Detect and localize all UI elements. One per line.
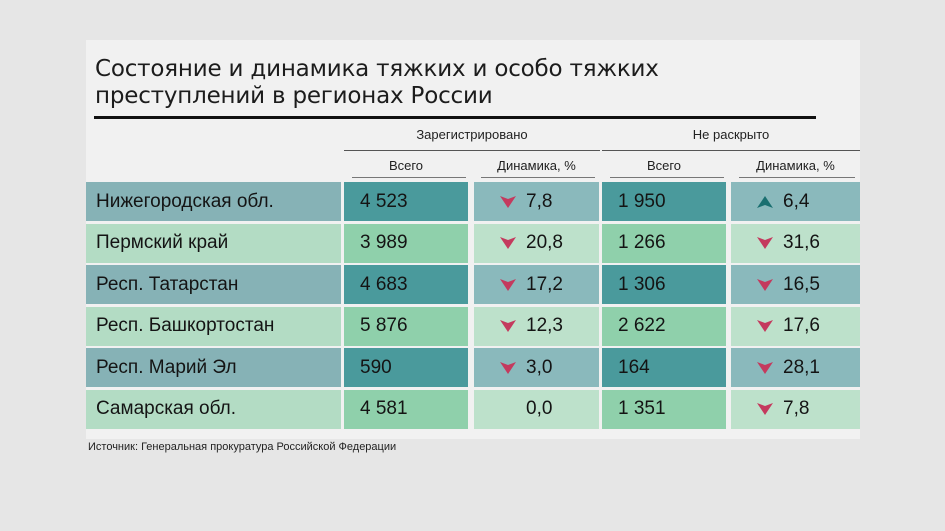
trend-down-icon <box>757 361 773 374</box>
registered-total-value: 590 <box>360 356 392 378</box>
unsolved-total-value: 1 950 <box>618 190 666 212</box>
unsolved-dynamics-value: 31,6 <box>783 232 820 253</box>
unsolved-dynamics-value: 16,5 <box>783 273 820 295</box>
unsolved-dynamics: 7,8 <box>731 389 860 429</box>
unsolved-total: 2 622 <box>602 306 726 346</box>
registered-dynamics-value: 12,3 <box>526 315 563 336</box>
registered-dynamics-value: 0,0 <box>526 398 553 419</box>
subheader-unsolved-total: Всего <box>646 158 682 173</box>
registered-total: 4 523 <box>344 182 468 221</box>
group-header-unsolved: Не раскрыто <box>692 127 770 142</box>
region-name: Респ. Татарстан <box>86 265 341 304</box>
registered-total-value: 4 683 <box>360 273 408 295</box>
subheader-underline <box>739 177 855 178</box>
subheader-underline <box>352 177 466 178</box>
unsolved-dynamics-value: 17,6 <box>783 315 820 336</box>
registered-dynamics-value: 20,8 <box>526 232 563 253</box>
unsolved-total: 1 351 <box>602 389 726 429</box>
group-divider-registered <box>344 150 600 151</box>
registered-total: 4 683 <box>344 265 468 304</box>
trend-down-icon <box>500 278 516 291</box>
subheader-registered-dynamics: Динамика, % <box>497 158 576 173</box>
registered-total-value: 3 989 <box>360 232 408 253</box>
unsolved-dynamics-value: 28,1 <box>783 356 820 378</box>
region-name-value: Респ. Татарстан <box>96 273 239 295</box>
unsolved-total: 164 <box>602 348 726 387</box>
unsolved-dynamics-value: 7,8 <box>783 398 810 419</box>
registered-total: 4 581 <box>344 389 468 429</box>
unsolved-dynamics: 31,6 <box>731 223 860 263</box>
unsolved-total: 1 950 <box>602 182 726 221</box>
registered-dynamics: 12,3 <box>474 306 599 346</box>
table-row: Респ. Татарстан 4 683 17,2 1 306 16,5 <box>86 265 860 304</box>
trend-down-icon <box>757 403 773 415</box>
page-title: Состояние и динамика тяжких и особо тяжк… <box>95 56 659 109</box>
unsolved-dynamics-value: 6,4 <box>783 190 810 212</box>
table-row: Респ. Башкортостан 5 876 12,3 2 622 17,6 <box>86 306 860 346</box>
trend-down-icon <box>500 237 516 249</box>
registered-total-value: 4 523 <box>360 190 408 212</box>
region-name: Респ. Марий Эл <box>86 348 341 387</box>
trend-up-icon <box>757 195 773 208</box>
unsolved-total-value: 1 351 <box>618 398 666 419</box>
title-underline <box>94 116 816 119</box>
registered-dynamics: 0,0 <box>474 389 599 429</box>
unsolved-total-value: 2 622 <box>618 315 666 336</box>
subheader-registered-total: Всего <box>388 158 424 173</box>
registered-dynamics-value: 7,8 <box>526 190 553 212</box>
unsolved-total: 1 266 <box>602 223 726 263</box>
trend-down-icon <box>757 237 773 249</box>
registered-dynamics: 20,8 <box>474 223 599 263</box>
unsolved-total-value: 1 266 <box>618 232 666 253</box>
registered-dynamics-value: 3,0 <box>526 356 553 378</box>
registered-total: 5 876 <box>344 306 468 346</box>
region-name: Респ. Башкортостан <box>86 306 341 346</box>
trend-down-icon <box>500 320 516 332</box>
registered-dynamics: 17,2 <box>474 265 599 304</box>
unsolved-dynamics: 28,1 <box>731 348 860 387</box>
source-note: Источник: Генеральная прокуратура Россий… <box>88 441 397 453</box>
registered-total-value: 5 876 <box>360 315 408 336</box>
subheader-underline <box>481 177 595 178</box>
registered-total: 3 989 <box>344 223 468 263</box>
unsolved-total: 1 306 <box>602 265 726 304</box>
group-header-registered: Зарегистрировано <box>416 127 528 142</box>
region-name-value: Нижегородская обл. <box>96 190 274 212</box>
region-name-value: Самарская обл. <box>96 398 237 419</box>
registered-total: 590 <box>344 348 468 387</box>
region-name-value: Респ. Марий Эл <box>96 356 237 378</box>
table-row: Респ. Марий Эл 590 3,0 164 28,1 <box>86 348 860 387</box>
unsolved-total-value: 1 306 <box>618 273 666 295</box>
subheader-underline <box>610 177 724 178</box>
registered-dynamics: 7,8 <box>474 182 599 221</box>
unsolved-dynamics: 16,5 <box>731 265 860 304</box>
registered-dynamics: 3,0 <box>474 348 599 387</box>
region-name: Нижегородская обл. <box>86 182 341 221</box>
unsolved-total-value: 164 <box>618 356 650 378</box>
table-row: Пермский край 3 989 20,8 1 266 31,6 <box>86 223 860 263</box>
region-name: Самарская обл. <box>86 389 341 429</box>
registered-total-value: 4 581 <box>360 398 408 419</box>
unsolved-dynamics: 6,4 <box>731 182 860 221</box>
group-divider-unsolved <box>602 150 860 151</box>
region-name-value: Респ. Башкортостан <box>96 315 275 336</box>
trend-down-icon <box>500 195 516 208</box>
trend-down-icon <box>500 361 516 374</box>
region-name: Пермский край <box>86 223 341 263</box>
table-row: Нижегородская обл. 4 523 7,8 1 950 6,4 <box>86 182 860 221</box>
table-row: Самарская обл. 4 581 0,0 1 351 7,8 <box>86 389 860 429</box>
registered-dynamics-value: 17,2 <box>526 273 563 295</box>
trend-down-icon <box>757 320 773 332</box>
region-name-value: Пермский край <box>96 232 229 253</box>
trend-down-icon <box>757 278 773 291</box>
unsolved-dynamics: 17,6 <box>731 306 860 346</box>
subheader-unsolved-dynamics: Динамика, % <box>756 158 835 173</box>
